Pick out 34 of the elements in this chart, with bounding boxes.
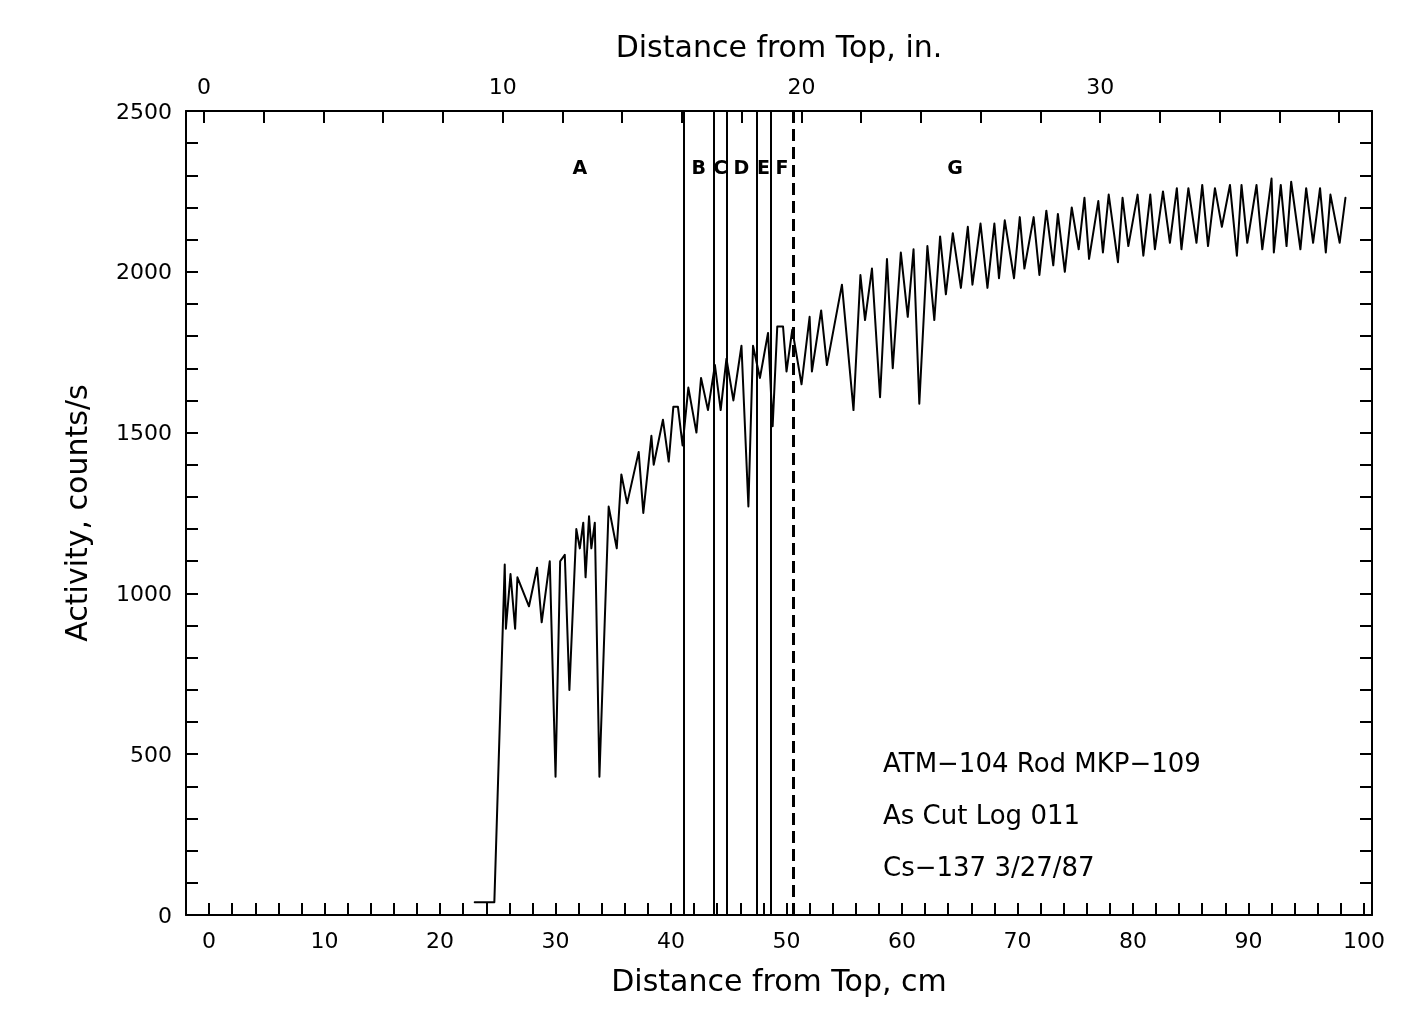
x-tick-label: 50 [772,927,801,953]
x2-tick-label: 30 [1086,73,1115,99]
y-tick-label: 0 [158,902,172,928]
annotation: F [775,156,789,178]
x2-tick-label: 10 [488,73,517,99]
x-tick-label: 100 [1342,927,1385,953]
annotation: D [733,156,750,178]
y-tick-label: 1500 [116,420,172,446]
annotation: B [691,156,706,178]
x-axis-title: Distance from Top, cm [611,962,947,998]
annotation: G [947,156,963,178]
y-axis-title: Activity, counts/s [58,384,94,642]
y-tick-label: 1000 [116,580,172,606]
x-tick-label: 40 [657,927,686,953]
x-tick-label: 60 [887,927,916,953]
annotation: C [713,156,728,178]
x-tick-label: 30 [541,927,570,953]
x-tick-label: 90 [1234,927,1263,953]
x-tick-label: 80 [1118,927,1147,953]
x2-axis-title: Distance from Top, in. [615,28,943,64]
x2-tick-label: 20 [787,73,816,99]
y-tick-label: 2500 [116,98,172,124]
annotation: ATM−104 Rod MKP−109 [883,748,1201,778]
annotation: As Cut Log 011 [883,800,1081,830]
x2-tick-label: 0 [196,73,211,99]
x-tick-label: 0 [202,927,217,953]
x-tick-label: 10 [310,927,339,953]
y-tick-label: 500 [130,741,172,767]
x-tick-label: 20 [426,927,455,953]
annotation: A [572,156,588,178]
y-tick-label: 2000 [116,259,172,285]
x-tick-label: 70 [1003,927,1032,953]
annotation: E [756,156,770,178]
annotation: Cs−137 3/27/87 [883,852,1095,882]
